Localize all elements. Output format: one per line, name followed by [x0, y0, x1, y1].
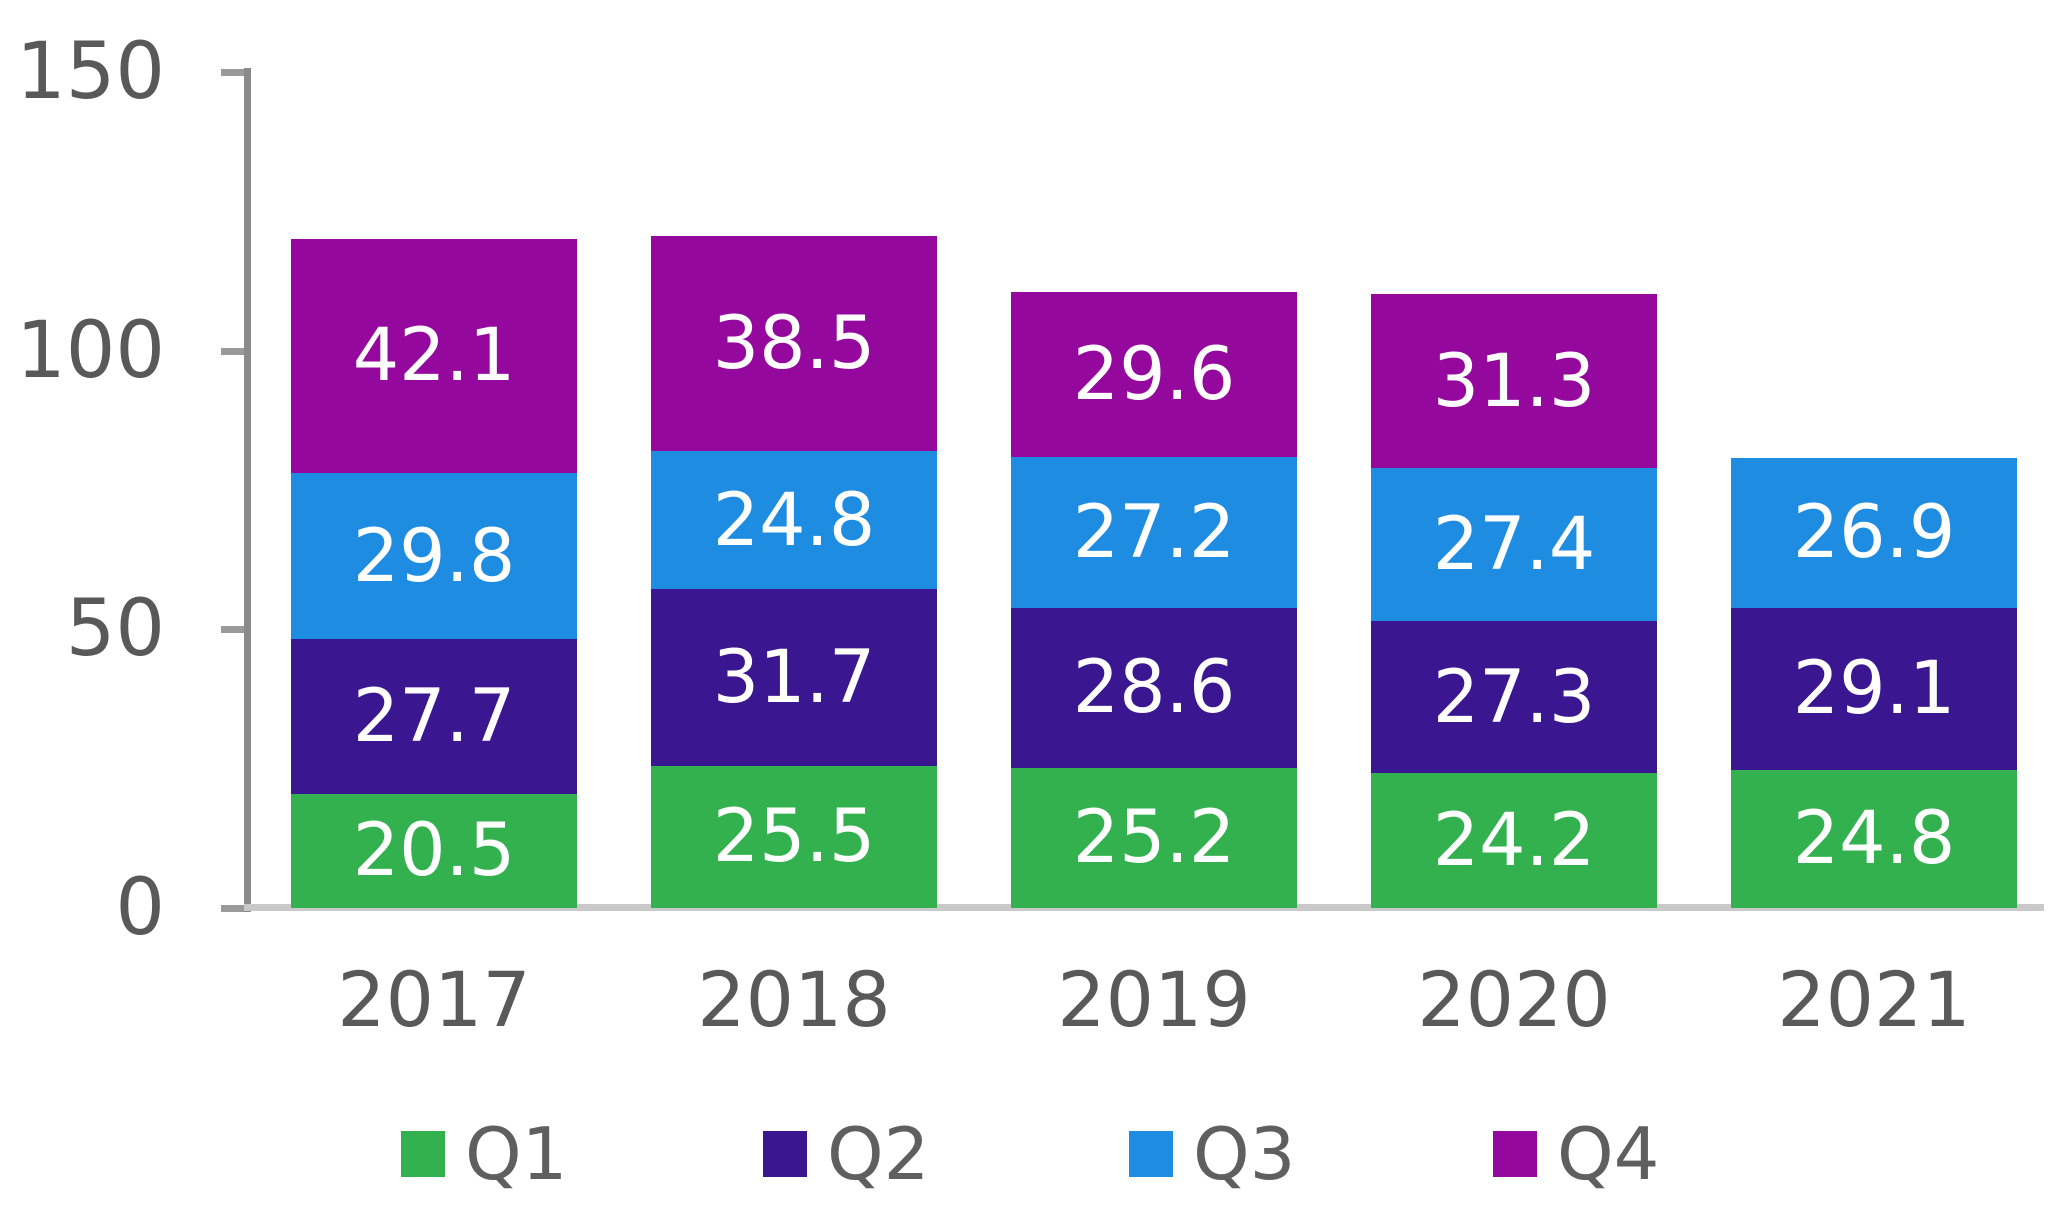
x-axis-label-2017: 2017	[337, 955, 531, 1044]
bar-segment-2018-q2: 31.7	[651, 589, 937, 766]
legend-swatch-q4	[1493, 1131, 1537, 1177]
bar-value-label: 20.5	[352, 808, 516, 894]
bar-column-2018: 25.5 31.7 24.8 38.5	[651, 236, 937, 908]
bar-column-2019: 25.2 28.6 27.2 29.6	[1011, 291, 1297, 908]
bar-segment-2017-q1: 20.5	[291, 793, 577, 908]
bar-segment-2017-q4: 42.1	[291, 238, 577, 474]
y-axis-tick	[221, 69, 244, 76]
bar-segment-2020-q2: 27.3	[1371, 621, 1657, 774]
legend-label-q1: Q1	[465, 1112, 568, 1196]
legend-label-q2: Q2	[827, 1112, 930, 1196]
bar-value-label: 24.8	[712, 477, 876, 563]
bar-column-2020: 24.2 27.3 27.4 31.3	[1371, 293, 1657, 908]
legend-swatch-q3	[1129, 1131, 1173, 1177]
legend-item-q4: Q4	[1493, 1118, 1659, 1190]
legend-label-q4: Q4	[1557, 1112, 1660, 1196]
y-axis-line	[244, 68, 251, 912]
bar-segment-2021-q2: 29.1	[1731, 607, 2017, 770]
x-axis-label-2021: 2021	[1777, 955, 1971, 1044]
bar-segment-2021-q1: 24.8	[1731, 769, 2017, 908]
bar-column-2021: 24.8 29.1 26.9	[1731, 457, 2017, 908]
legend-swatch-q2	[763, 1131, 807, 1177]
bar-value-label: 27.2	[1072, 489, 1236, 575]
bar-segment-2019-q3: 27.2	[1011, 456, 1297, 609]
bar-value-label: 26.9	[1792, 490, 1956, 576]
legend-label-q3: Q3	[1193, 1112, 1296, 1196]
x-axis-label-2018: 2018	[697, 955, 891, 1044]
bar-segment-2020-q3: 27.4	[1371, 468, 1657, 621]
y-axis-tick	[221, 347, 244, 355]
bar-segment-2019-q1: 25.2	[1011, 767, 1297, 908]
bar-value-label: 24.8	[1792, 796, 1956, 882]
legend-item-q1: Q1	[401, 1118, 567, 1190]
bar-segment-2020-q4: 31.3	[1371, 293, 1657, 469]
bar-value-label: 24.2	[1432, 798, 1596, 884]
y-axis-tick	[221, 626, 244, 634]
bar-value-label: 29.8	[352, 513, 516, 599]
bar-value-label: 29.6	[1072, 331, 1236, 417]
bar-value-label: 42.1	[352, 313, 516, 399]
bar-value-label: 25.2	[1072, 795, 1236, 881]
bar-value-label: 27.4	[1432, 502, 1596, 588]
legend-item-q2: Q2	[763, 1118, 929, 1190]
bar-segment-2020-q1: 24.2	[1371, 773, 1657, 908]
bar-value-label: 25.5	[712, 794, 876, 880]
bar-column-2017: 20.5 27.7 29.8 42.1	[291, 238, 577, 908]
bar-value-label: 28.6	[1072, 645, 1236, 731]
bar-segment-2018-q3: 24.8	[651, 451, 937, 590]
x-axis-label-2020: 2020	[1417, 955, 1611, 1044]
legend-swatch-q1	[401, 1131, 445, 1177]
bar-segment-2018-q1: 25.5	[651, 765, 937, 908]
bar-value-label: 31.3	[1432, 338, 1596, 424]
y-axis-tick-label: 150	[16, 27, 165, 117]
bar-value-label: 27.7	[352, 674, 516, 760]
bar-segment-2018-q4: 38.5	[651, 236, 937, 452]
y-axis-tick-label: 100	[16, 305, 165, 396]
bar-value-label: 29.1	[1792, 646, 1956, 732]
bar-segment-2017-q2: 27.7	[291, 639, 577, 794]
bar-segment-2021-q3: 26.9	[1731, 457, 2017, 608]
bar-segment-2017-q3: 29.8	[291, 473, 577, 640]
bar-segment-2019-q4: 29.6	[1011, 291, 1297, 457]
bar-value-label: 27.3	[1432, 654, 1596, 740]
x-axis-label-2019: 2019	[1057, 955, 1251, 1044]
y-axis-tick-label: 0	[115, 863, 165, 953]
y-axis-tick-label: 50	[65, 584, 165, 675]
bar-value-label: 38.5	[712, 301, 876, 387]
bar-segment-2019-q2: 28.6	[1011, 608, 1297, 768]
legend-item-q3: Q3	[1129, 1118, 1295, 1190]
bar-value-label: 31.7	[712, 635, 876, 721]
y-axis-tick	[221, 905, 244, 912]
